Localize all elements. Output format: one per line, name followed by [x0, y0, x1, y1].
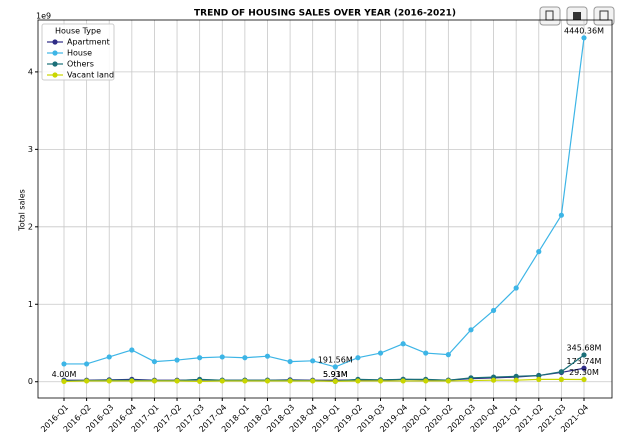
plot-frame	[37, 19, 613, 399]
y-offset-label: 1e9	[36, 12, 51, 21]
y-tick-label: 3	[28, 145, 33, 154]
legend-title: House Type	[55, 27, 101, 36]
data-point	[581, 365, 587, 371]
y-axis-label: Total sales	[18, 189, 27, 232]
data-point	[558, 376, 564, 383]
data-point	[468, 327, 474, 333]
legend-box	[41, 23, 115, 81]
data-point	[536, 372, 542, 379]
data-point	[129, 378, 135, 384]
data-point	[219, 354, 225, 360]
data-point	[490, 377, 497, 383]
data-point	[536, 376, 542, 383]
data-point	[400, 378, 406, 384]
y-tick-label: 1	[28, 300, 33, 309]
data-label: 173.74M	[567, 357, 602, 366]
y-tick-label: 0	[28, 377, 33, 386]
data-label: 5.93M	[323, 370, 348, 379]
data-point	[242, 355, 248, 361]
y-tick-label: 2	[28, 222, 33, 231]
data-point	[287, 378, 293, 384]
data-point	[400, 341, 406, 347]
data-point	[355, 355, 361, 361]
data-point	[468, 377, 474, 384]
legend-label: Others	[67, 60, 94, 69]
data-label: 29.30M	[569, 368, 599, 377]
data-point	[355, 378, 361, 384]
data-point	[513, 373, 519, 379]
data-point	[61, 378, 67, 385]
data-point	[558, 212, 564, 218]
data-label: 5.91M	[323, 370, 348, 379]
data-label: 4.00M	[52, 370, 77, 379]
legend-label: House	[67, 49, 92, 58]
data-point	[558, 369, 564, 375]
data-point	[581, 35, 587, 41]
chart-title: TREND OF HOUSING SALES OVER YEAR (2016-2…	[194, 9, 456, 19]
legend-marker	[52, 50, 58, 56]
series-line	[63, 378, 585, 383]
data-point	[151, 378, 158, 384]
chart-icon	[573, 12, 581, 20]
save-button[interactable]	[593, 6, 615, 26]
data-point	[106, 354, 112, 360]
data-label: 345.68M	[567, 343, 602, 352]
data-point	[174, 378, 180, 384]
copy-button[interactable]	[539, 6, 561, 26]
series-line	[64, 37, 585, 368]
y-tick-label: 4	[28, 67, 33, 76]
data-point	[332, 364, 338, 370]
data-point	[310, 378, 316, 384]
data-point	[84, 361, 90, 367]
data-point	[174, 357, 180, 363]
legend: House Type Apartment House Others Vacant lan…	[41, 23, 115, 81]
data-point	[197, 355, 203, 361]
data-point	[264, 353, 271, 359]
data-point	[287, 358, 293, 365]
data-point	[581, 376, 587, 383]
data-point	[197, 378, 203, 384]
data-point	[219, 378, 225, 384]
data-point	[242, 378, 248, 384]
legend-marker	[52, 39, 58, 45]
data-point	[423, 350, 429, 356]
data-point	[129, 347, 135, 353]
data-point	[513, 285, 519, 291]
data-point	[332, 378, 338, 384]
data-point	[377, 350, 384, 356]
data-point	[536, 249, 542, 255]
data-point	[61, 361, 67, 367]
legend-label: Apartment	[67, 38, 110, 47]
data-label: 191.56M	[318, 355, 353, 364]
data-point	[151, 358, 158, 365]
data-point	[423, 378, 429, 384]
data-point	[84, 378, 90, 384]
data-point	[513, 377, 519, 383]
data-label: 4440.36M	[564, 26, 604, 35]
legend-marker	[52, 61, 58, 67]
legend-marker	[52, 72, 58, 78]
data-point	[445, 378, 451, 384]
data-point	[264, 378, 271, 384]
toolbar	[539, 6, 615, 26]
data-point	[581, 352, 587, 358]
data-point	[490, 307, 497, 314]
data-point	[310, 358, 316, 364]
data-point	[445, 352, 451, 358]
data-point	[106, 378, 112, 384]
legend-label: Vacant land	[67, 71, 114, 80]
data-point	[377, 378, 384, 384]
